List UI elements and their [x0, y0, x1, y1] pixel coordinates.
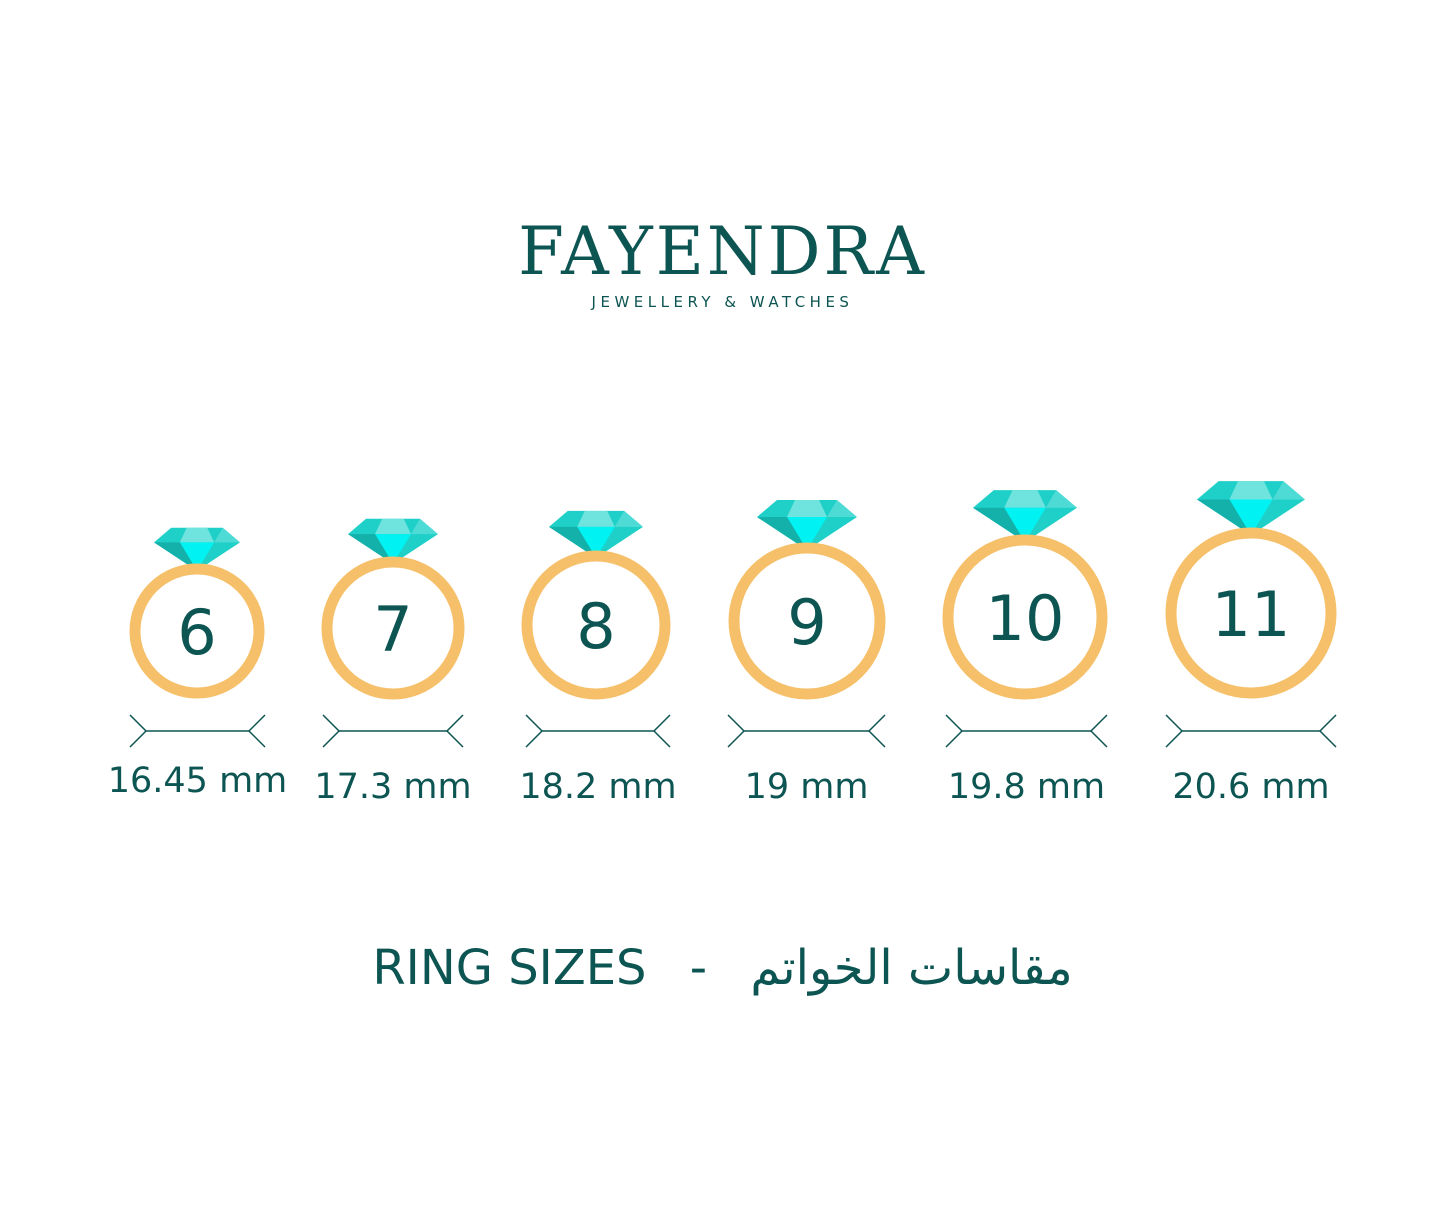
ring-band	[521, 550, 671, 700]
diameter-arrow	[322, 714, 464, 748]
brand-logo-name: FAYENDRA	[518, 213, 927, 290]
diameter-arrow	[129, 714, 266, 748]
title-arabic: مقاسات الخواتم	[750, 940, 1073, 996]
ring-size-number: 10	[985, 582, 1065, 655]
diamond-icon	[154, 527, 240, 571]
ring-size-number: 7	[373, 593, 413, 666]
ring-7	[321, 518, 465, 748]
ring-10	[942, 490, 1108, 748]
ring-band	[728, 542, 886, 700]
ring-size-number: 6	[177, 596, 217, 669]
diamond-icon	[348, 518, 438, 564]
ring-size-number: 8	[576, 590, 616, 663]
ring-size-number: 11	[1211, 578, 1291, 651]
diameter-arrow	[727, 714, 886, 748]
diamond-icon	[549, 510, 643, 558]
page-title: RING SIZES - مقاسات الخواتم	[0, 940, 1445, 996]
ring-band	[942, 534, 1108, 700]
ring-9	[727, 500, 886, 748]
ring-band	[1165, 527, 1337, 699]
ring-diameter-label: 19 mm	[744, 767, 869, 807]
ring-11	[1165, 481, 1337, 748]
ring-size-number: 9	[787, 586, 827, 659]
ring-diameter-label: 17.3 mm	[314, 767, 472, 807]
ring-band	[129, 563, 265, 699]
ring-diameter-label: 19.8 mm	[947, 767, 1106, 807]
ring-band	[321, 556, 465, 700]
diameter-arrow	[525, 714, 671, 748]
diameter-arrow	[1165, 714, 1337, 748]
ring-diameter-label: 20.6 mm	[1172, 767, 1330, 807]
diamond-icon	[1197, 481, 1305, 536]
title-english: RING SIZES	[372, 940, 647, 996]
ring-diameter-label: 16.45 mm	[107, 761, 288, 801]
title-separator: -	[689, 940, 708, 996]
ring-8	[521, 510, 671, 748]
diameter-arrow	[945, 714, 1108, 748]
diamond-icon	[973, 490, 1077, 543]
diamond-icon	[757, 500, 857, 550]
ring-6	[129, 527, 266, 748]
ring-diameter-label: 18.2 mm	[519, 767, 677, 807]
brand-tagline: JEWELLERY & WATCHES	[591, 293, 854, 311]
